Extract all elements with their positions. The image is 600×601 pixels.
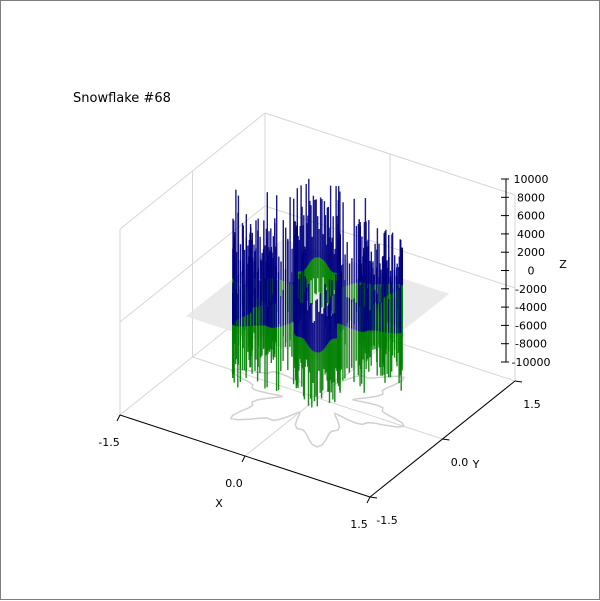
y-tick-label: 1.5 <box>523 398 541 411</box>
x-tick-mark <box>366 496 371 504</box>
x-tick-mark <box>241 455 246 463</box>
x-tick-label: 0.0 <box>225 477 243 490</box>
z-tick-label: -4000 <box>515 301 547 314</box>
snowflake-outline <box>229 348 406 448</box>
z-tick-label: -10000 <box>512 356 551 369</box>
z-tick-label: -6000 <box>515 319 547 332</box>
x-axis-label: X <box>215 497 223 510</box>
z-tick-labels: 10000 8000 6000 4000 2000 0 -2000 -4000 -6000 -80… <box>512 173 551 369</box>
z-tick-label: 4000 <box>517 228 545 241</box>
y-tick-label: -1.5 <box>376 514 397 527</box>
grid-left-z-center <box>119 205 266 323</box>
z-tick-label: 2000 <box>517 246 545 259</box>
y-tick-label: 0.0 <box>451 456 469 469</box>
z-tick-label: 8000 <box>517 191 545 204</box>
y-tick-labels: -1.5 0.0 1.5 <box>376 398 540 527</box>
chart-title: Snowflake #68 <box>73 91 171 106</box>
x-tick-labels: -1.5 0.0 1.5 <box>98 436 367 531</box>
z-tick-label: 6000 <box>517 210 545 223</box>
z-tick-label: 0 <box>528 265 535 278</box>
z-axis-label: Z <box>559 258 567 271</box>
x-tick-label: 1.5 <box>350 518 368 531</box>
y-tick-mark <box>442 438 450 441</box>
snowflake-outline-path <box>229 348 406 448</box>
surface-spikes <box>231 178 403 408</box>
z-tick-label: -8000 <box>515 338 547 351</box>
x-tick-label: -1.5 <box>98 436 119 449</box>
x-tick-mark <box>116 414 121 422</box>
y-tick-mark <box>369 496 378 499</box>
z-tick-label: -2000 <box>515 283 547 296</box>
y-axis-label: Y <box>472 458 480 471</box>
tick-marks <box>116 178 523 504</box>
z-tick-label: 10000 <box>514 173 549 186</box>
y-tick-mark <box>514 380 523 383</box>
